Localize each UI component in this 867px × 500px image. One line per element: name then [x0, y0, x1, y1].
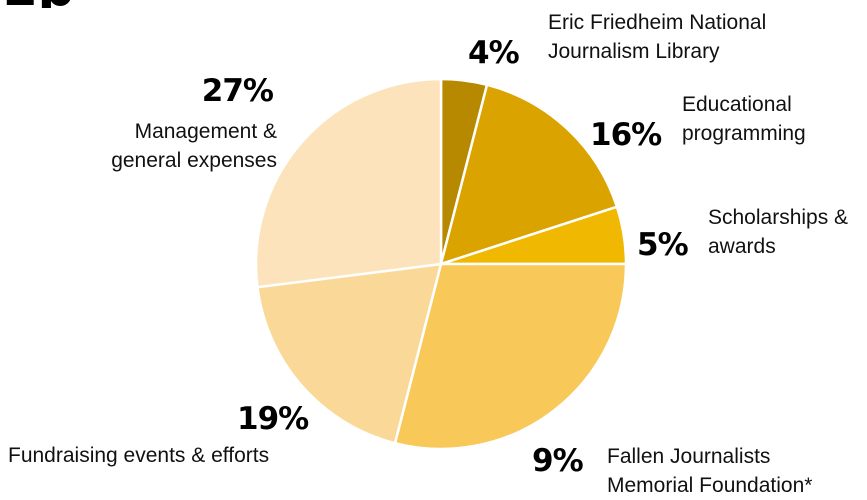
slice-label-scholarships-line1: Scholarships & — [708, 206, 849, 229]
slice-label-fallen-journalists-line1: Fallen Journalists — [607, 445, 771, 468]
slice-label-scholarships: Scholarships & awards — [708, 203, 848, 261]
slice-percent-scholarships: 5% — [637, 227, 689, 263]
slice-label-library-line2: Journalism Library — [548, 40, 720, 63]
slice-percent-fallen-journalists: 9% — [532, 443, 584, 479]
slice-percent-education: 16% — [590, 117, 662, 153]
pie-slice-education — [439, 83, 619, 266]
slice-percent-fundraising: 19% — [237, 401, 309, 437]
slice-label-fallen-journalists-line2: Memorial Foundation* — [607, 474, 813, 497]
slice-label-management-line1: Management & — [134, 120, 277, 143]
slice-label-education-line2: programming — [682, 122, 806, 145]
pie-slice-fallen-journalists — [393, 262, 628, 451]
slice-label-library-line1: Eric Friedheim National — [548, 11, 767, 34]
slice-label-education-line1: Educational — [682, 93, 792, 116]
slice-percent-library: 4% — [468, 35, 520, 71]
slice-label-fallen-journalists: Fallen Journalists Memorial Foundation* — [607, 442, 812, 500]
slice-percent-management: 27% — [201, 73, 274, 109]
slice-label-library: Eric Friedheim National Journalism Libra… — [548, 8, 766, 66]
title-fragment: Ep — [0, 0, 128, 8]
slice-label-management-line2: general expenses — [111, 149, 277, 172]
slice-label-management: Management & general expenses — [111, 117, 277, 175]
slice-label-fundraising-line1: Fundraising events & efforts — [8, 444, 270, 467]
slice-label-fundraising: Fundraising events & efforts — [8, 441, 269, 470]
slice-label-scholarships-line2: awards — [708, 235, 776, 258]
pie-slice-fundraising — [256, 262, 443, 445]
pie-slice-management — [254, 77, 443, 289]
slice-label-education: Educational programming — [682, 90, 806, 148]
